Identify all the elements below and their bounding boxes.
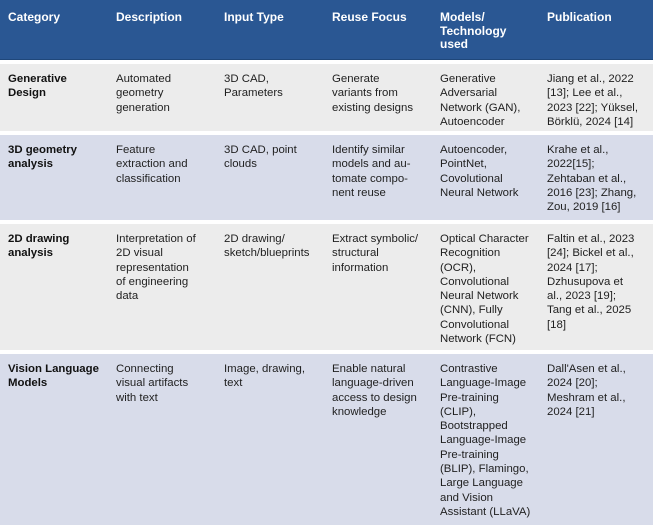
row-separator [0, 131, 653, 135]
cell-input-type: 3D CAD, Parameters [216, 64, 324, 131]
header-description: Description [108, 0, 216, 60]
cell-description: Feature extraction and classification [108, 135, 216, 220]
cell-models: Contrastive Language-Image Pre-training (CL… [432, 354, 539, 525]
cell-description: Connecting visual artifacts with text [108, 354, 216, 525]
cell-category: 3D geometry analysis [0, 135, 108, 220]
cell-input-type: 3D CAD, point clouds [216, 135, 324, 220]
row-separator [0, 60, 653, 64]
header-models: Models/Technology used [432, 0, 539, 60]
cell-reuse-focus: Extract symbolic/structural information [324, 224, 432, 350]
cell-category: Generative Design [0, 64, 108, 131]
header-publication: Publication [539, 0, 653, 60]
cell-reuse-focus: Enable natural language-driven access to d… [324, 354, 432, 525]
header-category: Category [0, 0, 108, 60]
cell-description: Automated geometry generation [108, 64, 216, 131]
cell-description: Interpretation of 2D visual representation… [108, 224, 216, 350]
cell-publication: Krahe et al., 2022[15]; Zehtaban et al., 20… [539, 135, 653, 220]
cell-input-type: 2D drawing/sketch/blueprints [216, 224, 324, 350]
header-input-type: Input Type [216, 0, 324, 60]
row-separator [0, 220, 653, 224]
cell-models: Autoencoder, PointNet, Covolutional Neural … [432, 135, 539, 220]
header-reuse-focus: Reuse Focus [324, 0, 432, 60]
cell-input-type: Image, drawing, text [216, 354, 324, 525]
cell-reuse-focus: Generate variants from existing designs [324, 64, 432, 131]
cell-publication: Faltin et al., 2023 [24]; Bickel et al., 2… [539, 224, 653, 350]
cell-reuse-focus: Identify similar models and au-tomate com… [324, 135, 432, 220]
cell-category: 2D drawing analysis [0, 224, 108, 350]
cell-publication: Dall'Asen et al., 2024 [20]; Meshram et al… [539, 354, 653, 525]
row-separator [0, 350, 653, 354]
cell-publication: Jiang et al., 2022 [13]; Lee et al., 2023 … [539, 64, 653, 131]
cell-models: Generative Adversarial Network (GAN), Autoe… [432, 64, 539, 131]
cell-models: Optical Character Recognition (OCR), Convol… [432, 224, 539, 350]
cell-category: Vision Language Models [0, 354, 108, 525]
